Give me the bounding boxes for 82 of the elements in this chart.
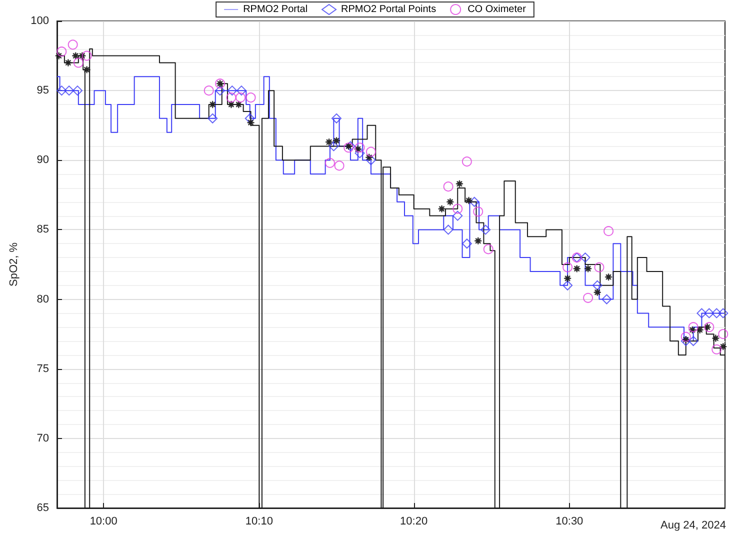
x-tick-label: 10:10 bbox=[245, 516, 273, 528]
point bbox=[82, 50, 92, 61]
point bbox=[455, 180, 464, 188]
point bbox=[594, 262, 604, 272]
point bbox=[712, 308, 722, 318]
point bbox=[712, 334, 720, 342]
point bbox=[688, 322, 698, 332]
point bbox=[226, 92, 236, 103]
point bbox=[443, 182, 454, 192]
point bbox=[68, 40, 78, 50]
point bbox=[73, 58, 84, 68]
y-tick-label: 90 bbox=[36, 154, 49, 166]
point bbox=[469, 196, 480, 207]
x-tick-label: 10:20 bbox=[400, 516, 428, 528]
point bbox=[334, 160, 344, 171]
point bbox=[584, 264, 592, 273]
y-tick-label: 80 bbox=[36, 293, 49, 306]
point bbox=[56, 86, 67, 96]
point bbox=[480, 224, 491, 235]
point bbox=[680, 336, 691, 346]
point bbox=[64, 58, 72, 67]
point bbox=[462, 238, 472, 249]
point bbox=[572, 264, 581, 273]
point bbox=[354, 148, 365, 158]
point bbox=[227, 86, 238, 96]
point bbox=[244, 113, 255, 124]
point bbox=[443, 224, 454, 235]
point bbox=[328, 141, 339, 152]
point bbox=[246, 92, 256, 103]
point bbox=[366, 155, 376, 166]
point bbox=[208, 113, 218, 124]
point bbox=[464, 196, 473, 204]
point bbox=[462, 156, 472, 167]
x-tick-label: 10:00 bbox=[90, 516, 118, 528]
y-tick-label: 100 bbox=[30, 15, 49, 27]
point bbox=[72, 86, 82, 96]
point bbox=[592, 280, 602, 290]
y-tick-label: 95 bbox=[36, 84, 49, 97]
point bbox=[473, 206, 484, 217]
point bbox=[246, 118, 255, 127]
point bbox=[704, 308, 714, 318]
point bbox=[580, 252, 590, 263]
point bbox=[236, 92, 246, 103]
point bbox=[562, 262, 573, 272]
y-tick-label: 85 bbox=[36, 224, 49, 236]
point bbox=[82, 66, 91, 74]
point bbox=[354, 142, 365, 153]
point bbox=[704, 322, 714, 332]
text: Aug 24, 2024 bbox=[660, 520, 726, 532]
y-tick-label: 65 bbox=[36, 502, 49, 514]
point bbox=[593, 288, 602, 296]
point bbox=[602, 294, 612, 304]
point bbox=[712, 344, 722, 354]
legend-label: RPMO2 Portal bbox=[243, 4, 308, 15]
point bbox=[583, 292, 594, 303]
point bbox=[688, 336, 698, 346]
legend-label: RPMO2 Portal Points bbox=[341, 4, 436, 15]
point bbox=[483, 244, 494, 254]
point bbox=[452, 204, 463, 214]
point bbox=[562, 280, 573, 290]
y-axis-title: SpO2, % bbox=[8, 242, 20, 287]
point bbox=[204, 86, 214, 96]
y-tick-label: 75 bbox=[36, 362, 49, 375]
legend-label: CO Oximeter bbox=[468, 4, 527, 15]
point bbox=[604, 226, 614, 236]
point bbox=[236, 86, 246, 96]
point bbox=[718, 308, 728, 318]
point bbox=[452, 210, 463, 221]
x-tick-label: 10:30 bbox=[556, 516, 584, 528]
point bbox=[324, 158, 335, 168]
point bbox=[446, 198, 454, 206]
y-tick-label: 70 bbox=[36, 432, 49, 444]
point bbox=[366, 146, 376, 157]
point bbox=[332, 113, 342, 124]
point bbox=[56, 46, 67, 57]
point bbox=[474, 236, 482, 245]
point bbox=[680, 332, 691, 342]
point bbox=[438, 204, 446, 213]
point bbox=[696, 308, 707, 318]
point bbox=[64, 86, 74, 96]
point bbox=[215, 86, 226, 96]
point bbox=[718, 329, 728, 340]
